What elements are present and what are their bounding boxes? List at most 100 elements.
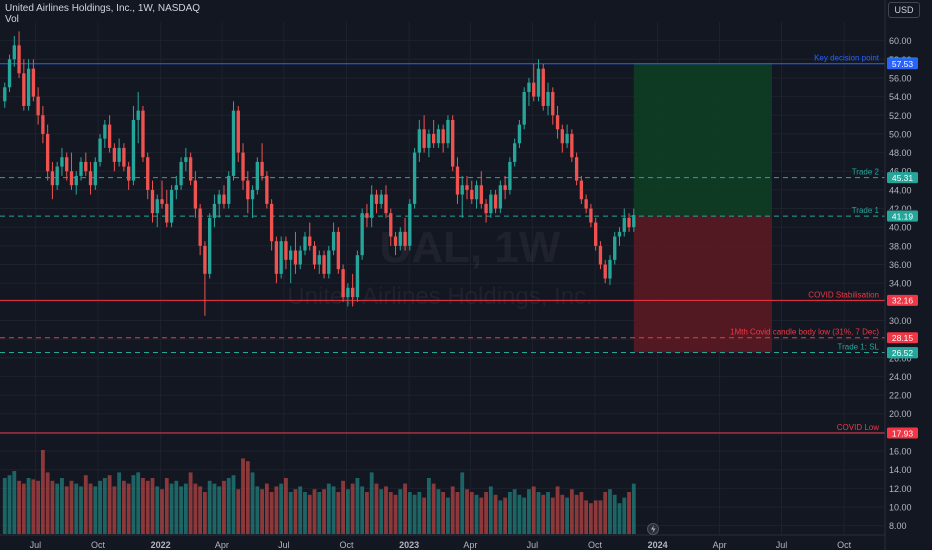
candle-body bbox=[460, 185, 464, 195]
volume-bar bbox=[541, 494, 546, 534]
candle-body bbox=[79, 161, 83, 176]
volume-bar bbox=[446, 497, 450, 534]
y-tick-label: 14.00 bbox=[889, 465, 912, 475]
volume-bar bbox=[322, 489, 326, 534]
y-tick-label: 50.00 bbox=[889, 129, 912, 139]
volume-bar bbox=[79, 486, 83, 534]
candle-body bbox=[155, 199, 159, 214]
y-tick-label: 16.00 bbox=[889, 447, 912, 457]
volume-bar bbox=[145, 480, 150, 534]
volume-bar bbox=[307, 494, 312, 534]
volume-bar bbox=[245, 461, 250, 534]
price-tag-bg bbox=[887, 172, 918, 184]
volume-bar bbox=[465, 489, 469, 534]
candle-body bbox=[574, 157, 579, 181]
candle-body bbox=[493, 194, 498, 209]
y-tick-label: 8.00 bbox=[889, 521, 907, 531]
candle-body bbox=[217, 194, 221, 204]
candle-body bbox=[212, 203, 217, 218]
candle-body bbox=[546, 91, 550, 106]
candle-body bbox=[451, 119, 455, 167]
candle-body bbox=[422, 129, 426, 148]
candle-body bbox=[303, 236, 307, 251]
volume-bar bbox=[64, 486, 69, 534]
price-lines[interactable]: Key decision point Trade 2 Trade 1 COVID St… bbox=[0, 54, 885, 434]
y-tick-label: 48.00 bbox=[889, 148, 912, 158]
candle-body bbox=[65, 157, 69, 172]
volume-bar bbox=[45, 472, 50, 534]
candle-body bbox=[36, 96, 40, 116]
candle-body bbox=[398, 231, 402, 246]
candle-body bbox=[50, 171, 55, 186]
volume-bar bbox=[121, 480, 126, 534]
volume-bar bbox=[569, 489, 574, 534]
y-tick-label: 30.00 bbox=[889, 316, 912, 326]
candle-body bbox=[622, 217, 626, 232]
candle-body bbox=[279, 241, 283, 274]
volume-bar bbox=[198, 486, 203, 534]
volume-bar bbox=[2, 478, 7, 534]
volume-bar bbox=[226, 478, 231, 534]
position-box[interactable] bbox=[633, 62, 772, 353]
volume-bar bbox=[174, 480, 179, 534]
x-tick-label: Apr bbox=[215, 540, 229, 550]
volume-bar bbox=[40, 450, 45, 534]
y-tick-label: 36.00 bbox=[889, 260, 912, 270]
candle-body bbox=[260, 161, 264, 176]
candle-body bbox=[193, 180, 198, 209]
volume-bar bbox=[298, 486, 303, 534]
volume-bar bbox=[455, 492, 460, 534]
volume-bar bbox=[136, 472, 141, 534]
candle-body bbox=[341, 269, 345, 298]
candle-body bbox=[122, 147, 126, 167]
volume-bar bbox=[479, 497, 484, 534]
candle-body bbox=[517, 124, 522, 144]
candle-body bbox=[360, 213, 364, 256]
volume-bar bbox=[279, 483, 284, 534]
volume-bar bbox=[550, 497, 555, 534]
price-tag-bg bbox=[887, 347, 918, 359]
lightning-icon[interactable] bbox=[647, 523, 659, 535]
volume-bar bbox=[603, 492, 608, 534]
volume-bar bbox=[164, 478, 169, 534]
candle-body bbox=[236, 110, 240, 153]
candle-body bbox=[512, 143, 517, 162]
volume-bar bbox=[450, 486, 455, 534]
candle-body bbox=[589, 208, 593, 223]
candle-body bbox=[632, 215, 636, 228]
y-axis[interactable]: 8.0010.0012.0014.0016.0018.0020.0022.002… bbox=[884, 0, 912, 550]
volume-bar bbox=[231, 475, 236, 534]
volume-bar bbox=[50, 480, 55, 534]
volume-bar bbox=[350, 483, 355, 534]
candle-body bbox=[69, 171, 74, 186]
candle-body bbox=[107, 124, 112, 148]
volume-bar bbox=[236, 489, 241, 534]
volume-bar bbox=[284, 478, 288, 534]
candle-body bbox=[274, 241, 279, 274]
trade-1-sl-line-label: Trade 1: SL bbox=[837, 342, 879, 351]
candle-body bbox=[541, 68, 545, 106]
volume-bar bbox=[627, 492, 631, 534]
x-axis[interactable]: Jul Oct 2022 Apr Jul Oct 2023 Apr Jul Oct 2024 Apr J… bbox=[0, 534, 885, 550]
volume-bar bbox=[593, 500, 598, 534]
volume-bar bbox=[431, 483, 436, 534]
candle-body bbox=[165, 203, 169, 223]
price-tag-bg bbox=[887, 58, 918, 70]
currency-button[interactable]: USD bbox=[888, 2, 920, 18]
volume-bar bbox=[360, 486, 365, 534]
candle-body bbox=[474, 185, 479, 200]
x-tick-label: Apr bbox=[713, 540, 727, 550]
candle-body bbox=[293, 250, 298, 265]
volume-bar bbox=[355, 478, 360, 534]
candle-body bbox=[184, 157, 188, 162]
volume-bar bbox=[422, 497, 427, 534]
volume-bar bbox=[403, 483, 407, 534]
y-tick-label: 42.00 bbox=[889, 204, 912, 214]
candle-body bbox=[570, 133, 574, 158]
volume-bar bbox=[503, 497, 508, 534]
candle-body bbox=[532, 82, 536, 97]
volume-bar bbox=[631, 483, 636, 534]
volume-bar bbox=[622, 497, 627, 534]
volume-bar bbox=[260, 489, 265, 534]
